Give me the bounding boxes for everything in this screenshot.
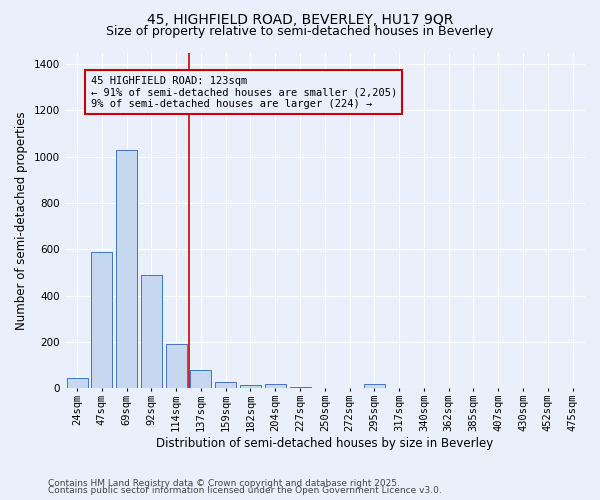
Bar — [91, 252, 112, 388]
Bar — [240, 385, 261, 388]
Bar — [67, 378, 88, 388]
Text: 45 HIGHFIELD ROAD: 123sqm
← 91% of semi-detached houses are smaller (2,205)
9% o: 45 HIGHFIELD ROAD: 123sqm ← 91% of semi-… — [91, 76, 397, 109]
X-axis label: Distribution of semi-detached houses by size in Beverley: Distribution of semi-detached houses by … — [156, 437, 493, 450]
Bar — [141, 275, 162, 388]
Text: Contains public sector information licensed under the Open Government Licence v3: Contains public sector information licen… — [48, 486, 442, 495]
Text: Contains HM Land Registry data © Crown copyright and database right 2025.: Contains HM Land Registry data © Crown c… — [48, 478, 400, 488]
Bar — [290, 387, 311, 388]
Y-axis label: Number of semi-detached properties: Number of semi-detached properties — [15, 111, 28, 330]
Bar — [265, 384, 286, 388]
Text: Size of property relative to semi-detached houses in Beverley: Size of property relative to semi-detach… — [106, 25, 494, 38]
Bar — [215, 382, 236, 388]
Bar — [364, 384, 385, 388]
Text: 45, HIGHFIELD ROAD, BEVERLEY, HU17 9QR: 45, HIGHFIELD ROAD, BEVERLEY, HU17 9QR — [147, 12, 453, 26]
Bar — [166, 344, 187, 389]
Bar — [116, 150, 137, 388]
Bar — [190, 370, 211, 388]
